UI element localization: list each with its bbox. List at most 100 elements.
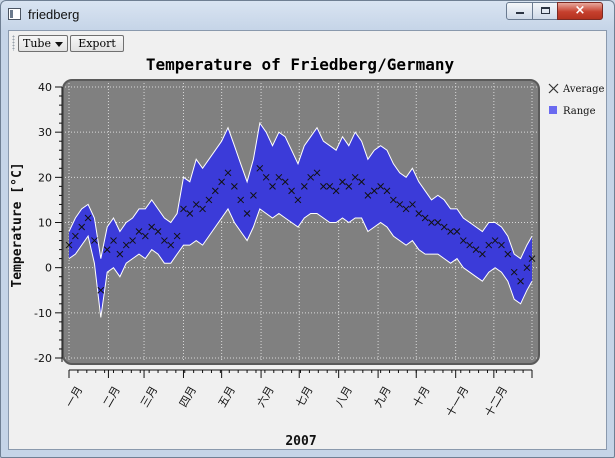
average-point [510, 268, 518, 276]
x-month-label: 九月 [372, 384, 394, 410]
average-point [332, 187, 340, 195]
average-point [402, 205, 410, 213]
average-point [485, 241, 493, 249]
average-point [523, 264, 531, 272]
average-point [110, 237, 117, 244]
temperature-plot: Temperature of Friedberg/Germany -20 -10 0… [10, 55, 605, 449]
average-point [466, 241, 474, 249]
maximize-button[interactable] [532, 2, 558, 20]
average-point [91, 237, 98, 244]
legend: Average Range [548, 83, 605, 117]
average-point [377, 183, 384, 190]
maximize-icon [541, 7, 550, 14]
x-month-label: 六月 [254, 384, 276, 410]
average-point [294, 196, 302, 204]
average-point [84, 214, 92, 222]
average-point [528, 255, 536, 262]
toolbar-grip-icon[interactable] [12, 35, 15, 51]
curve-style-select[interactable]: Tube [18, 35, 68, 52]
average-point [440, 223, 448, 231]
average-point [141, 232, 149, 240]
average-point [154, 228, 162, 235]
average-point [479, 250, 486, 258]
y-tick-label: 0 [45, 262, 52, 275]
average-point [453, 228, 461, 235]
chart-title: Temperature of Friedberg/Germany [146, 55, 455, 74]
average-point [421, 214, 429, 222]
average-point [345, 183, 353, 190]
close-button[interactable]: × [557, 2, 603, 20]
average-point [218, 178, 225, 186]
average-point [275, 173, 283, 181]
average-point [135, 228, 143, 235]
plot-canvas [62, 79, 540, 365]
legend-item-average[interactable]: Average [548, 83, 605, 95]
window-title: friedberg [28, 7, 80, 22]
chevron-down-icon [55, 42, 63, 47]
average-point [370, 187, 378, 195]
x-month-label: 十一月 [443, 384, 472, 420]
x-month-label: 四月 [177, 384, 199, 410]
export-button[interactable]: Export [70, 35, 124, 52]
average-point [326, 183, 334, 190]
average-markers [65, 164, 536, 294]
average-point [224, 169, 232, 177]
average-point [78, 223, 86, 231]
x-month-label: 十二月 [482, 383, 511, 419]
window-icon [8, 8, 21, 20]
average-point [250, 192, 257, 199]
range-band [68, 121, 533, 318]
legend-label-range: Range [563, 106, 596, 117]
average-point [383, 187, 391, 195]
average-point [504, 250, 512, 258]
close-icon: × [574, 3, 586, 18]
average-point [409, 201, 416, 208]
average-point [205, 196, 213, 204]
average-point [281, 178, 289, 186]
range-low-line [68, 207, 533, 318]
x-month-label: 十月 [409, 384, 432, 410]
average-point [116, 250, 124, 258]
average-point [491, 237, 499, 244]
average-point [122, 241, 130, 249]
average-point [307, 173, 315, 181]
average-point [199, 205, 206, 213]
x-month-label: 二月 [101, 384, 123, 410]
x-month-label: 八月 [333, 384, 355, 410]
average-point [167, 241, 175, 249]
average-point [396, 201, 404, 208]
average-point [351, 173, 359, 181]
average-point [517, 277, 524, 285]
client-area: Tube Export Temperature of Friedberg/Ger… [8, 30, 607, 450]
x-month-label: 五月 [216, 384, 238, 410]
x-month-label: 七月 [293, 384, 315, 410]
y-tick-label: -10 [34, 307, 52, 320]
average-point [173, 232, 181, 240]
legend-item-range[interactable]: Range [549, 106, 596, 117]
title-bar[interactable]: friedberg × [1, 1, 614, 29]
x-marker-icon-stroke [548, 83, 559, 94]
average-point [269, 183, 276, 190]
y-tick-label: -20 [34, 352, 52, 365]
curve-style-value: Tube [23, 37, 51, 50]
average-point [148, 223, 156, 231]
average-point [180, 205, 187, 213]
average-point [161, 237, 168, 244]
average-point [313, 169, 321, 177]
range-high-line [68, 121, 533, 260]
average-point [390, 196, 397, 204]
x-axis-title: 2007 [285, 434, 316, 449]
x-month-label: 一月 [63, 384, 85, 410]
average-point [428, 219, 435, 226]
average-point [72, 232, 79, 240]
average-point [103, 246, 111, 253]
average-point [65, 241, 73, 249]
range-band-fill [69, 123, 532, 318]
average-point [498, 241, 505, 249]
average-point [288, 187, 295, 195]
average-point [339, 178, 346, 186]
average-point [415, 210, 423, 217]
minimize-button[interactable] [506, 2, 533, 20]
y-axis-title: Temperature [°C] [10, 162, 25, 287]
